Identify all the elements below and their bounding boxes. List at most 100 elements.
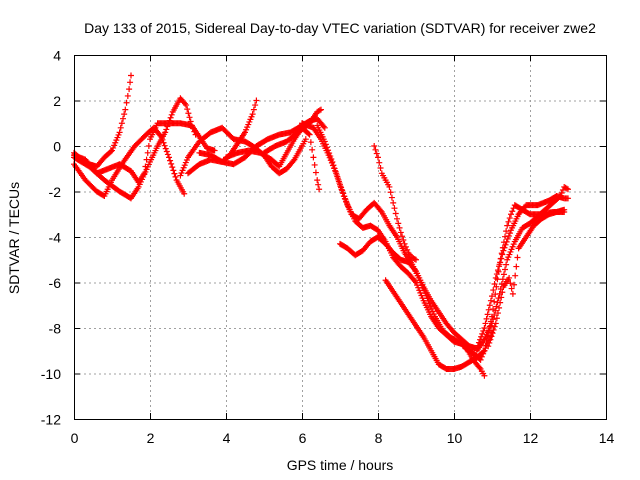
y-tick-label: 0 [53,139,61,155]
grid [74,55,606,419]
data-point [411,255,418,262]
data-point [328,156,335,162]
data-point [493,303,500,310]
data-point [318,106,324,113]
data-point [503,228,510,235]
data-point [321,138,328,145]
data-point [172,173,179,180]
data-point [332,168,339,175]
data-point [120,115,127,122]
data-point [290,157,297,164]
data-point [124,92,131,99]
data-point [128,72,134,79]
data-point [341,193,348,200]
data-point [377,207,384,214]
data-point [372,146,379,153]
data-point [558,190,565,197]
data-point [499,276,506,283]
data-point [561,206,568,213]
data-point [141,170,148,177]
x-tick-label: 0 [71,430,79,446]
data-point [167,114,174,121]
data-point [170,167,177,174]
data-point [373,150,380,157]
data-point [497,299,504,306]
data-point [327,153,334,160]
data-point [565,186,571,193]
data-point [394,215,400,222]
data-point [377,164,384,171]
data-point [320,123,327,130]
data-point [249,111,256,118]
data-point [126,86,133,93]
data-point [506,230,513,237]
data-point [565,195,571,202]
data-point [326,150,333,157]
series-14 [371,143,419,263]
data-point [511,281,518,288]
data-point [343,199,350,206]
data-point [253,97,260,104]
data-point [375,154,381,161]
y-tick-label: -2 [49,184,62,200]
data-point [117,124,124,131]
data-point [122,106,129,113]
data-point [338,184,345,191]
data-point [245,121,252,128]
data-point [504,222,511,229]
data-point [309,146,316,153]
y-tick-label: -6 [49,275,62,291]
data-point [339,187,346,194]
data-point [499,289,506,296]
data-point [488,333,495,340]
x-tick-label: 6 [299,430,307,446]
data-point [330,162,337,169]
data-point [305,130,312,137]
data-point [489,293,495,300]
data-point [478,353,485,360]
data-point [252,102,259,109]
data-point [508,285,515,292]
x-tick-label: 14 [599,430,615,446]
data-point [476,364,483,371]
data-point [310,154,317,161]
data-point [495,295,502,302]
data-point [314,177,321,184]
data-point [185,110,192,117]
data-point [163,126,170,133]
data-point [399,233,406,240]
data-point [481,347,488,354]
series-12 [337,234,473,350]
data-point [164,151,171,158]
data-point [387,189,394,196]
data-point [494,310,501,317]
data-point [392,210,399,217]
data-point [479,330,486,337]
data-point [499,244,506,251]
data-point [512,272,519,279]
data-point [506,274,513,281]
data-point [485,343,492,350]
data-point [333,171,340,178]
data-point [121,111,128,118]
data-point [171,170,178,177]
x-tick-label: 10 [447,430,463,446]
y-axis-label: SDTVAR / TECUs [6,182,22,294]
x-tick-label: 2 [147,430,155,446]
data-point [396,224,403,231]
data-point [395,220,402,227]
y-tick-label: -10 [41,366,61,382]
data-point [556,194,563,201]
data-point [411,266,418,273]
x-axis-label: GPS time / hours [287,457,394,473]
data-point [491,298,498,305]
data-point [563,185,570,192]
data-point [487,336,494,343]
data-point [334,175,341,182]
data-point [490,287,497,294]
series-4 [71,120,218,186]
data-point [306,131,313,138]
data-point [183,102,190,109]
data-point [514,254,521,261]
